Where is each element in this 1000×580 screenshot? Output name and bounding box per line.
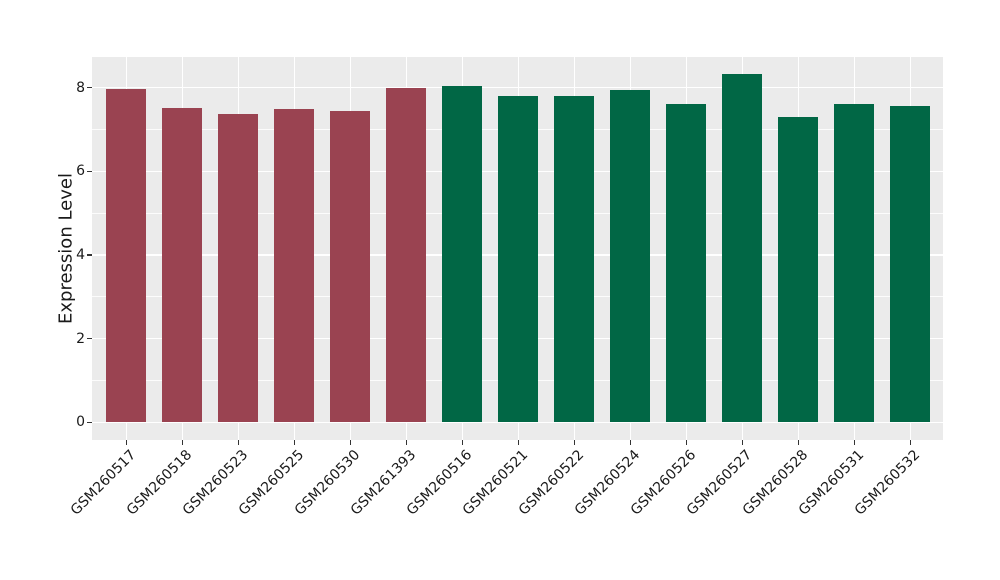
y-tick-mark xyxy=(87,421,92,424)
x-tick-mark xyxy=(237,440,240,445)
x-tick-mark xyxy=(685,440,688,445)
y-tick-label: 8 xyxy=(76,79,85,96)
bar-GSM260524 xyxy=(610,89,651,423)
y-tick-mark xyxy=(87,337,92,340)
major-gridline xyxy=(92,86,943,89)
x-tick-mark xyxy=(909,440,912,445)
y-tick-label: 6 xyxy=(76,163,85,180)
x-tick-label: GSM260527 xyxy=(684,447,756,519)
x-tick-mark xyxy=(741,440,744,445)
bar-GSM260523 xyxy=(218,113,259,423)
x-tick-mark xyxy=(853,440,856,445)
bar-GSM260525 xyxy=(274,108,315,423)
x-tick-label: GSM260524 xyxy=(572,447,644,519)
bar-GSM260527 xyxy=(722,74,763,423)
x-tick-label: GSM260521 xyxy=(460,447,532,519)
x-tick-label: GSM260525 xyxy=(236,447,308,519)
bar-GSM260518 xyxy=(162,108,203,423)
x-tick-label: GSM260526 xyxy=(628,447,700,519)
x-tick-mark xyxy=(797,440,800,445)
y-tick-mark xyxy=(87,170,92,173)
x-tick-label: GSM260531 xyxy=(796,447,868,519)
y-tick-label: 2 xyxy=(76,330,85,347)
y-tick-label: 4 xyxy=(76,246,85,263)
x-tick-label: GSM260530 xyxy=(292,447,364,519)
x-tick-label: GSM260518 xyxy=(124,447,196,519)
bar-GSM260532 xyxy=(890,105,931,423)
y-tick-mark xyxy=(87,86,92,89)
x-tick-mark xyxy=(461,440,464,445)
y-tick-mark xyxy=(87,254,92,256)
x-tick-mark xyxy=(629,440,632,445)
x-tick-label: GSM260517 xyxy=(68,447,140,519)
plot-area xyxy=(92,57,943,440)
bar-GSM260516 xyxy=(442,85,483,423)
x-tick-mark xyxy=(349,440,352,445)
bar-GSM260526 xyxy=(666,104,707,423)
bar-GSM260522 xyxy=(554,96,595,423)
bar-GSM260521 xyxy=(498,96,539,423)
x-tick-label: GSM260528 xyxy=(740,447,812,519)
x-tick-label: GSM260522 xyxy=(516,447,588,519)
bar-GSM260517 xyxy=(106,88,147,423)
x-tick-mark xyxy=(405,440,408,445)
x-tick-mark xyxy=(517,440,520,445)
x-tick-label: GSM260532 xyxy=(852,447,924,519)
major-gridline xyxy=(92,421,943,424)
x-tick-mark xyxy=(573,440,576,445)
x-tick-label: GSM260523 xyxy=(180,447,252,519)
bar-GSM260530 xyxy=(330,110,371,423)
bar-GSM260528 xyxy=(778,116,819,423)
bar-GSM261393 xyxy=(386,87,427,423)
y-tick-label: 0 xyxy=(76,414,85,431)
x-tick-mark xyxy=(293,440,296,445)
x-tick-label: GSM260516 xyxy=(404,447,476,519)
x-tick-label: GSM261393 xyxy=(348,447,420,519)
x-tick-mark xyxy=(125,440,128,445)
x-tick-mark xyxy=(181,440,184,445)
bar-GSM260531 xyxy=(834,104,875,423)
